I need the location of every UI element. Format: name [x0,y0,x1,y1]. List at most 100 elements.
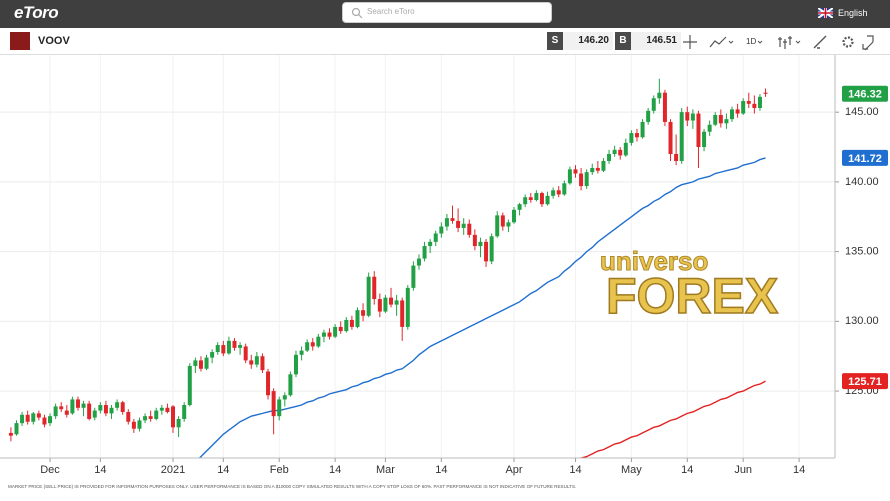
candle-body [752,103,757,108]
x-tick-label: Feb [270,464,289,476]
candle-body [109,407,114,414]
candle-body [36,413,41,418]
candle-body [584,172,589,187]
candle-body [545,195,550,205]
candle-body [623,142,628,156]
candle-body [450,218,455,221]
x-tick-label: Apr [505,464,522,476]
candle-body [115,402,120,408]
candle-body [238,345,243,348]
candle-body [534,193,539,201]
interval[interactable]: 1D [746,37,757,46]
candle-body [226,340,231,354]
candle-body [601,160,606,171]
candle-body [484,241,489,262]
candle-body [556,190,561,195]
price-badge-label: 146.32 [848,89,882,101]
candle-body [305,342,310,351]
search-box[interactable]: Search eToro [342,2,552,23]
candle-body [98,405,103,411]
sell-price[interactable]: 146.20 [563,32,613,50]
search-placeholder: Search eToro [367,7,415,16]
candle-body [612,149,617,155]
toolbar-icons[interactable] [680,33,880,51]
candle-body [171,406,176,428]
candle-body [182,405,187,419]
candle-body [293,354,298,375]
language[interactable]: English [838,8,868,18]
candle-body [75,399,80,408]
buy-price[interactable]: 146.51 [631,32,681,50]
y-tick-label: 135.00 [845,246,879,258]
candle-body [277,399,282,417]
candle-body [512,209,516,223]
candle-body [143,416,148,421]
candle-body [690,113,695,121]
candle-body [103,405,108,414]
candle-body [321,332,326,337]
candle-body [254,356,259,365]
candle-body [126,411,131,422]
candle-body [523,197,528,205]
candle-body [416,258,421,266]
price-badge [842,85,888,102]
candle-body [467,223,472,235]
y-tick-label: 130.00 [845,315,879,327]
candle-body [92,410,97,418]
disclaimer: MARKET PRICE (SELL PRICE) IS PROVIDED FO… [8,484,576,489]
sell-label[interactable]: S [547,32,563,50]
candle-body [662,92,667,122]
candle-body [25,414,30,422]
candle-body [500,215,505,227]
x-tick-label: 14 [569,464,581,476]
candle-body [634,133,639,138]
candle-body [618,149,623,156]
candle-body [573,169,578,174]
symbol: VOOV [38,35,70,47]
candle-body [8,432,13,436]
symbol-icon [10,32,30,50]
candle-body [87,403,92,419]
candle-body [567,169,572,184]
candle-body [372,276,377,300]
candle-body [724,119,729,124]
x-tick-label: 14 [217,464,229,476]
price-badge-label: 125.71 [848,376,882,388]
candle-body [159,407,164,411]
candle-body [394,300,399,305]
candle-body [657,92,662,99]
candle-body [595,167,600,171]
candle-body [282,395,287,400]
candle-body [422,246,427,259]
candle-body [355,310,360,327]
x-tick-label: Mar [376,464,395,476]
candle-body [506,222,511,227]
candle-body [137,420,142,429]
candle-body [411,265,416,288]
candle-body [679,112,684,161]
watermark: FOREX [606,268,778,324]
candle-body [20,414,25,424]
candle-body [489,236,494,262]
candle-body [433,233,438,242]
candle-body [349,319,354,327]
candle-body [148,416,153,419]
logo[interactable]: eToro [14,3,59,22]
candle-body [154,410,159,419]
watermark: universo [600,246,708,276]
candle-body [517,204,522,210]
candle-body [31,413,36,422]
candle-body [299,350,304,355]
candle-body [198,360,203,369]
candle-body [685,112,690,121]
candle-body [42,417,47,425]
price-badge-label: 141.72 [848,153,882,165]
candle-body [629,133,634,143]
candle-body [456,220,461,228]
candle-body [165,407,170,412]
buy-label[interactable]: B [615,32,631,50]
candle-body [120,402,125,412]
candle-body [59,406,64,410]
candle-body [428,241,433,247]
top-bar: eToro Search eToro English [0,0,890,28]
